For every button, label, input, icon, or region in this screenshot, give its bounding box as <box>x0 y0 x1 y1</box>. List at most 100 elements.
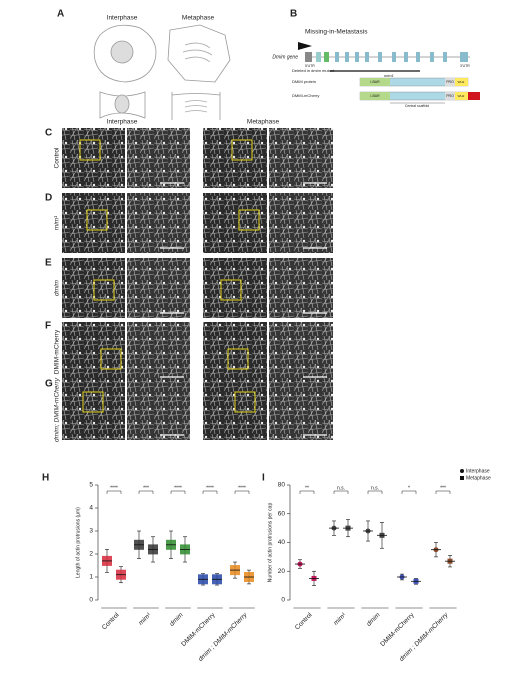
panel-label: F <box>45 321 51 332</box>
x-tick-label: mim¹ <box>137 611 153 627</box>
panel-label: D <box>45 193 52 204</box>
significance-label: n.s. <box>371 485 379 491</box>
legend-label: Interphase <box>466 468 490 474</box>
zoom-box <box>231 139 253 161</box>
row-label: dmim <box>54 279 61 295</box>
micrograph <box>203 193 267 253</box>
y-axis-label: Number of actin protrusions per cap <box>267 503 273 583</box>
significance-bracket <box>170 490 186 494</box>
mutant-label: mim1 <box>384 73 394 78</box>
cell-drawings <box>93 24 231 120</box>
y-tick-label: 3 <box>89 528 93 535</box>
x-tick-label: dmim <box>365 611 382 628</box>
x-tick-label: DMIM-mCherry <box>379 611 416 648</box>
micrograph <box>62 322 125 382</box>
significance-bracket <box>106 490 122 494</box>
zoom-box <box>82 391 104 413</box>
significance-label: ** <box>305 485 309 491</box>
significance-bracket <box>138 490 154 494</box>
utr-label: 5'UTR <box>305 64 315 68</box>
column-label: Interphase <box>107 15 138 22</box>
y-tick-label: 2 <box>89 551 93 558</box>
significance-label: *** <box>440 485 446 491</box>
panel-b-title: Missing-in-Metastasis <box>305 29 368 36</box>
row-label: Deleted in dmim mutant <box>292 68 335 73</box>
gene-label: Dmim gene <box>272 54 298 60</box>
zoom-box <box>100 348 122 370</box>
micrograph-zoom <box>127 128 190 188</box>
significance-label: **** <box>174 485 182 491</box>
zoom-box <box>238 209 260 231</box>
y-axis-label: Length of actin protrusions (μm) <box>75 507 81 578</box>
y-tick-label: 0 <box>281 597 285 604</box>
micrograph-zoom <box>269 258 333 318</box>
row-label: dmim; DMIM-mCherry <box>54 377 61 442</box>
domain-label: PRO <box>446 94 454 98</box>
y-tick-label: 5 <box>89 482 93 489</box>
significance-bracket <box>401 490 417 494</box>
significance-label: *** <box>143 485 149 491</box>
micrograph-zoom <box>269 322 333 382</box>
domain-label: I-BAR <box>370 80 380 84</box>
micrograph <box>203 322 267 382</box>
row-label: DMIM-mCherry <box>292 93 319 98</box>
domain-label: WH2 <box>458 80 465 84</box>
panel-label: I <box>262 473 265 484</box>
significance-label: **** <box>238 485 246 491</box>
significance-label: **** <box>206 485 214 491</box>
significance-bracket <box>234 490 250 494</box>
microscopy-panels: Interphase Metaphase Control mim¹ dmim DMIM-m… <box>54 119 333 442</box>
x-tick-label: mim¹ <box>332 611 348 627</box>
domain-label: WH2 <box>458 94 465 98</box>
significance-label: n.s. <box>337 485 345 491</box>
panel-label: B <box>290 9 297 20</box>
row-label: mim¹ <box>54 215 61 230</box>
row-label: DMIM-mCherry <box>54 329 61 374</box>
legend-label: Metaphase <box>466 475 491 481</box>
panel-label: E <box>45 258 52 269</box>
significance-bracket <box>367 490 383 494</box>
significance-label: * <box>408 485 410 491</box>
micrograph-zoom <box>127 193 190 253</box>
zoom-box <box>79 139 101 161</box>
zoom-box <box>234 391 256 413</box>
y-tick-label: 0 <box>89 597 93 604</box>
zoom-box <box>86 209 108 231</box>
micrograph-zoom <box>127 258 190 318</box>
significance-label: **** <box>110 485 118 491</box>
legend-marker <box>460 476 464 480</box>
micrograph <box>203 128 267 188</box>
scaffold-label: Central scaffold <box>405 104 429 108</box>
y-tick-label: 1 <box>89 574 93 581</box>
panel-label: G <box>45 379 53 390</box>
micrograph-zoom <box>127 380 190 440</box>
panel-label: H <box>42 473 49 484</box>
x-tick-label: dmim <box>168 611 185 628</box>
x-tick-label: Control <box>294 611 314 631</box>
row-label: DMIM protein <box>292 79 316 84</box>
y-tick-label: 40 <box>278 539 286 546</box>
y-tick-label: 20 <box>278 568 286 575</box>
column-label: Metaphase <box>247 119 280 126</box>
zoom-box <box>220 279 242 301</box>
row-label: Control <box>54 147 61 169</box>
significance-bracket <box>435 490 451 494</box>
domain-label: I-BAR <box>370 94 380 98</box>
utr-label: 3'UTR <box>460 64 470 68</box>
micrograph-zoom <box>269 193 333 253</box>
micrograph <box>62 380 125 440</box>
micrograph-zoom <box>127 322 190 382</box>
zoom-box <box>227 348 249 370</box>
micrograph-zoom <box>269 128 333 188</box>
column-label: Interphase <box>107 119 138 126</box>
panel-label: C <box>45 128 52 139</box>
y-tick-label: 80 <box>278 482 286 489</box>
significance-bracket <box>299 490 315 494</box>
y-tick-label: 60 <box>278 510 286 517</box>
significance-bracket <box>333 490 349 494</box>
micrograph <box>62 193 125 253</box>
panel-label: A <box>57 9 64 20</box>
column-label: Metaphase <box>182 15 215 22</box>
micrograph-zoom <box>269 380 333 440</box>
